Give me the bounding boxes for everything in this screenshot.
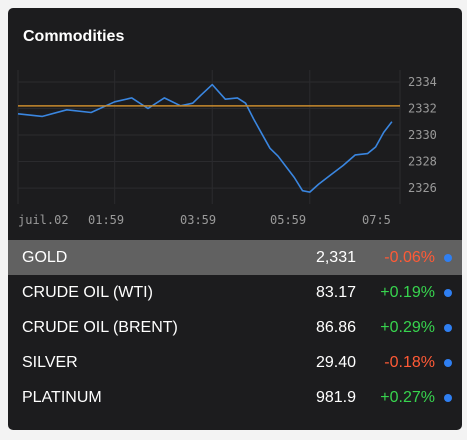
status-dot-icon [444,324,452,332]
commodity-name: SILVER [22,345,78,380]
commodity-name: GOLD [22,240,67,275]
status-dot-icon [444,254,452,262]
commodity-name: CRUDE OIL (BRENT) [22,310,178,345]
y-tick-label: 2334 [408,75,437,89]
y-tick-label: 2328 [408,155,437,169]
commodity-name: PLATINUM [22,380,102,415]
widget-title: Commodities [23,28,124,46]
commodity-row[interactable]: CRUDE OIL (BRENT) 86.86 +0.29% [8,310,462,345]
commodity-row[interactable]: PLATINUM 981.9 +0.27% [8,380,462,415]
x-tick-label: 01:59 [88,213,124,227]
commodity-price: 83.17 [316,275,356,310]
price-line [18,85,392,193]
commodity-name: CRUDE OIL (WTI) [22,275,153,310]
y-tick-label: 2330 [408,128,437,142]
commodity-price: 29.40 [316,345,356,380]
y-tick-label: 2326 [408,181,437,195]
commodity-change: +0.27% [380,380,435,415]
commodity-row[interactable]: GOLD 2,331 -0.06% [8,240,462,275]
price-chart: 2334 2332 2330 2328 2326 juil.02 01:59 03:59 05:… [8,64,462,240]
commodity-row[interactable]: CRUDE OIL (WTI) 83.17 +0.19% [8,275,462,310]
commodities-list: GOLD 2,331 -0.06% CRUDE OIL (WTI) 83.17 … [8,240,462,415]
commodity-row[interactable]: SILVER 29.40 -0.18% [8,345,462,380]
status-dot-icon [444,289,452,297]
status-dot-icon [444,359,452,367]
commodity-change: +0.19% [380,275,435,310]
commodity-change: +0.29% [380,310,435,345]
chart-svg: 2334 2332 2330 2328 2326 juil.02 01:59 03:59 05:… [8,64,462,240]
commodity-change: -0.06% [384,240,435,275]
y-tick-label: 2332 [408,101,437,115]
commodity-price: 2,331 [316,240,356,275]
x-tick-label: 05:59 [270,213,306,227]
commodity-price: 981.9 [316,380,356,415]
status-dot-icon [444,394,452,402]
x-tick-label: juil.02 [18,213,69,227]
widget-header: Commodities [8,8,462,64]
commodities-widget: Commodities 2334 2332 2330 2328 2326 juil.02 0… [8,8,462,430]
x-tick-label: 07:5 [362,213,391,227]
commodity-price: 86.86 [316,310,356,345]
x-tick-label: 03:59 [180,213,216,227]
commodity-change: -0.18% [384,345,435,380]
